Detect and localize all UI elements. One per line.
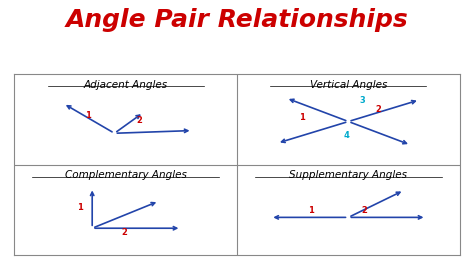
- Text: Complementary Angles: Complementary Angles: [64, 170, 187, 180]
- Text: 1: 1: [85, 111, 91, 120]
- Text: 1: 1: [300, 113, 305, 122]
- Text: 2: 2: [375, 105, 381, 114]
- Text: 4: 4: [344, 131, 350, 140]
- Text: Supplementary Angles: Supplementary Angles: [290, 170, 407, 180]
- Text: 3: 3: [359, 96, 365, 105]
- Text: 2: 2: [137, 116, 143, 125]
- Text: Angle Pair Relationships: Angle Pair Relationships: [65, 8, 409, 32]
- Text: Adjacent Angles: Adjacent Angles: [83, 80, 168, 90]
- Text: 2: 2: [121, 228, 127, 238]
- Text: 1: 1: [77, 203, 82, 212]
- Text: Vertical Angles: Vertical Angles: [310, 80, 387, 90]
- Text: 1: 1: [308, 206, 314, 215]
- Text: 2: 2: [362, 206, 368, 215]
